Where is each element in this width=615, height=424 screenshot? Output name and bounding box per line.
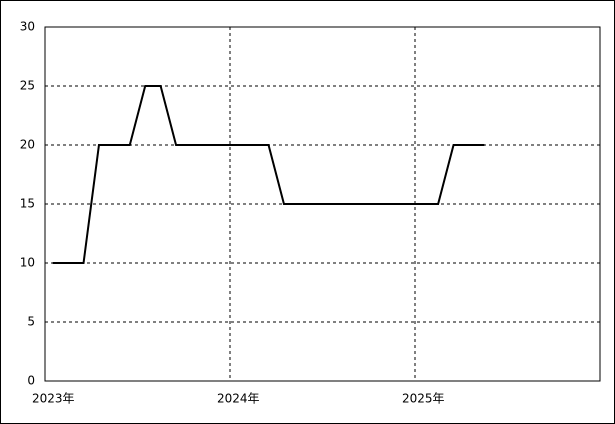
data-line xyxy=(52,85,485,264)
y-tick-label: 15 xyxy=(20,197,35,211)
y-tick-label: 10 xyxy=(20,256,35,270)
x-tick-label: 2023年 xyxy=(32,392,75,406)
y-tick-label: 30 xyxy=(20,20,35,34)
x-tick-label: 2024年 xyxy=(217,392,260,406)
y-tick-label: 25 xyxy=(20,79,35,93)
y-tick-label: 0 xyxy=(27,374,35,388)
y-tick-label: 20 xyxy=(20,138,35,152)
x-tick-label: 2025年 xyxy=(402,392,445,406)
plot-frame xyxy=(44,26,601,382)
y-tick-label: 5 xyxy=(27,315,35,329)
